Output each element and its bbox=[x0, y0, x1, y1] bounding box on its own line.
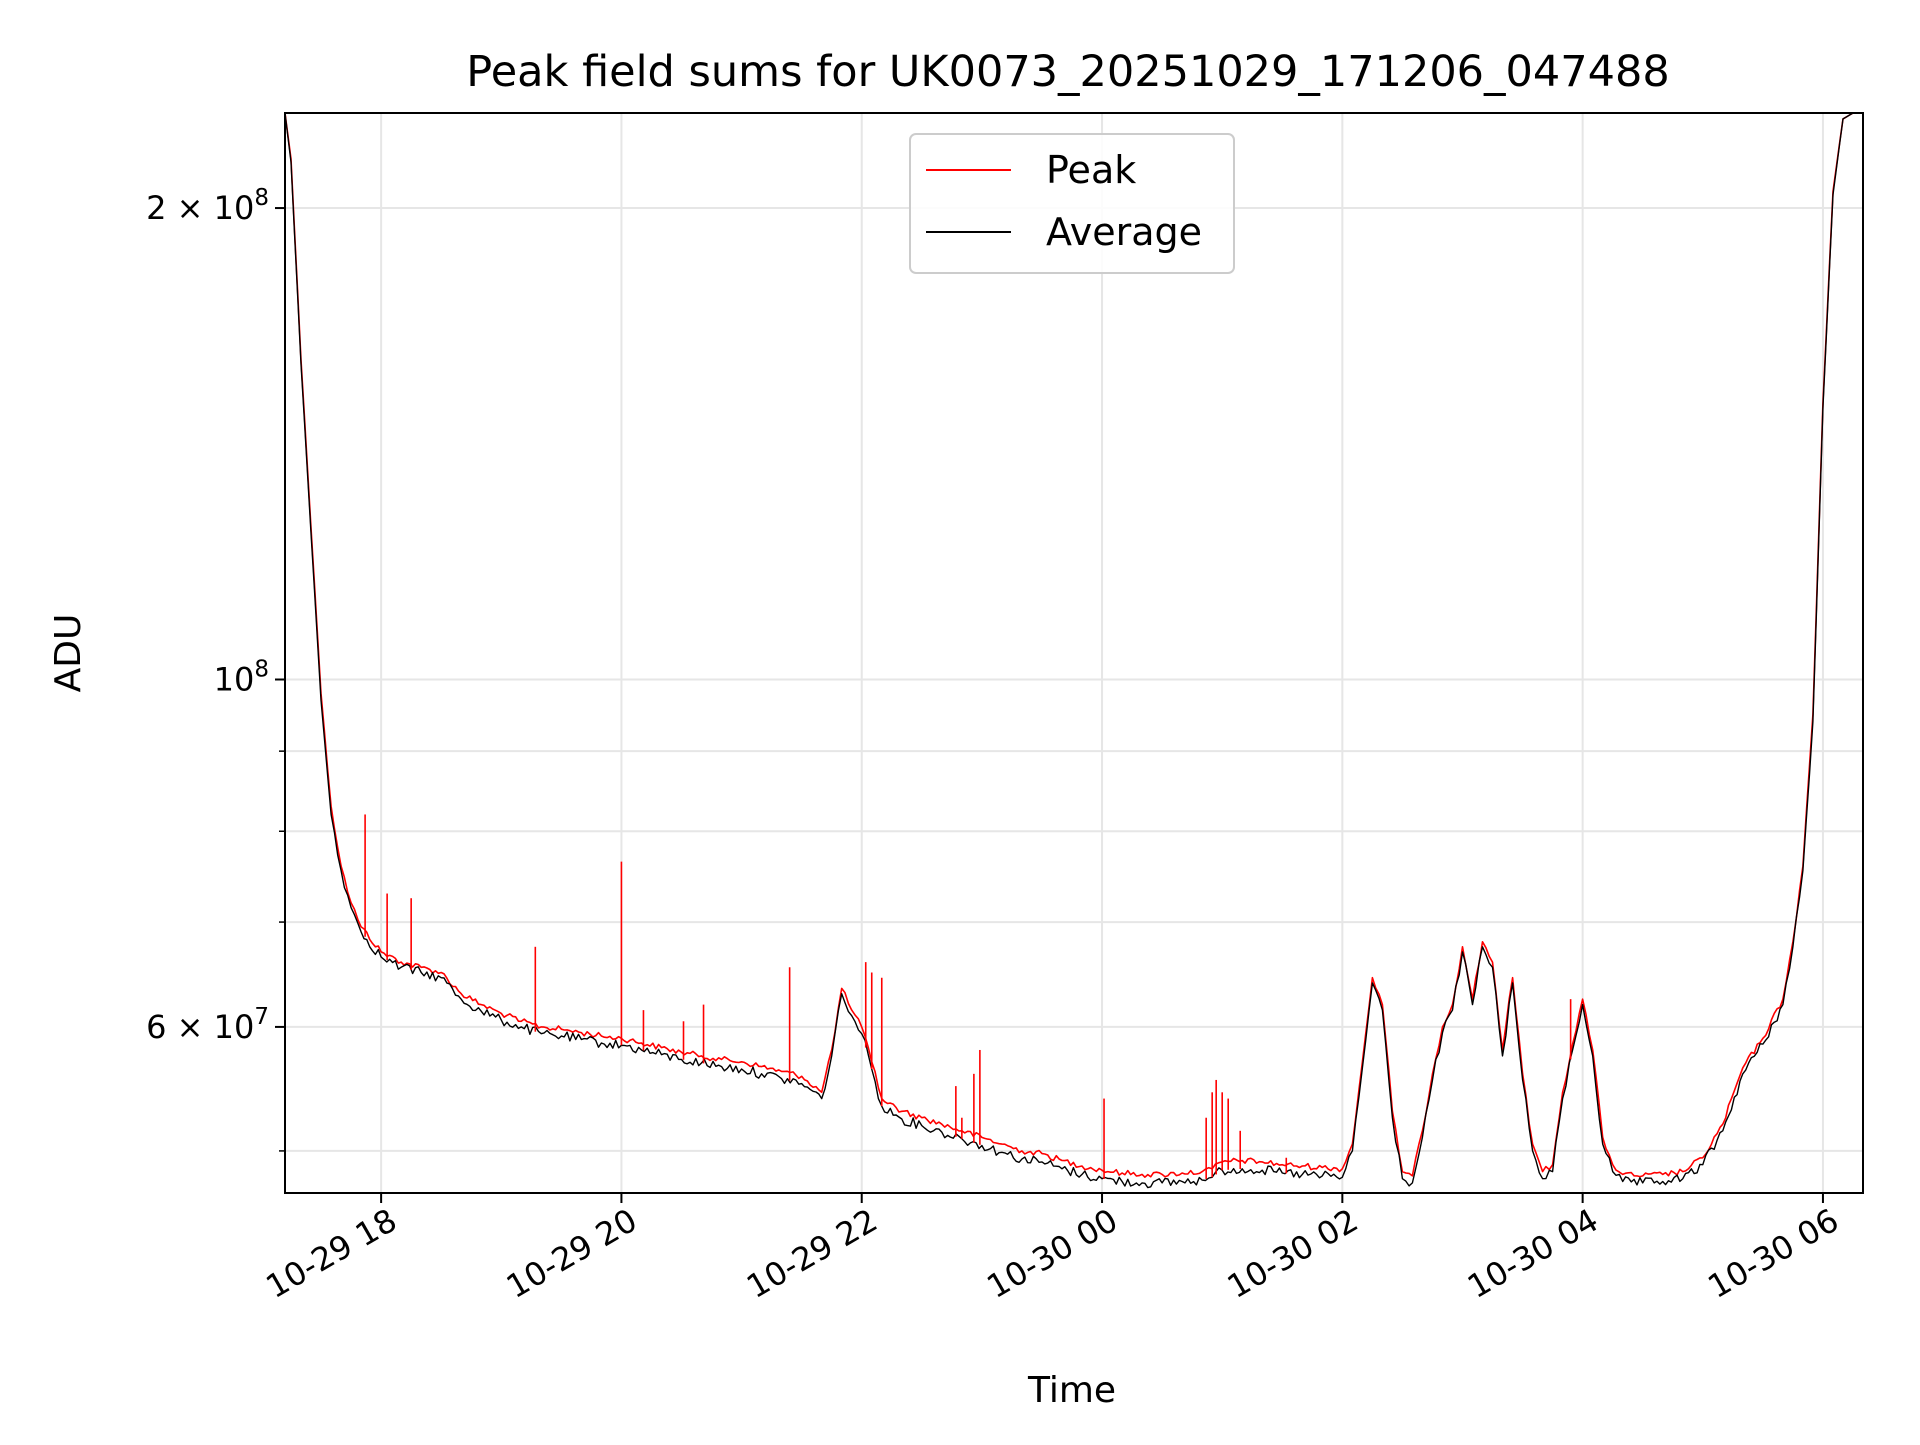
series-line-average bbox=[285, 113, 1863, 1189]
y-tick-label: 108 bbox=[214, 656, 269, 698]
legend: Peak Average bbox=[909, 133, 1235, 274]
y-axis-label: ADU bbox=[48, 614, 89, 693]
series-line-peak bbox=[285, 113, 1863, 1178]
chart-title: Peak field sums for UK0073_20251029_1712… bbox=[466, 47, 1669, 97]
y-axis: 2 × 108 108 6 × 107 bbox=[146, 185, 285, 1152]
series-layer bbox=[285, 113, 1863, 1189]
grid bbox=[285, 113, 1863, 1193]
x-axis-label: Time bbox=[1027, 1370, 1116, 1411]
y-tick-label: 6 × 107 bbox=[146, 1004, 269, 1046]
plot-frame bbox=[284, 112, 1864, 1194]
legend-label-average: Average bbox=[1046, 210, 1202, 254]
legend-box bbox=[909, 133, 1235, 274]
legend-label-peak: Peak bbox=[1046, 148, 1136, 192]
y-tick-label: 2 × 108 bbox=[146, 185, 269, 227]
